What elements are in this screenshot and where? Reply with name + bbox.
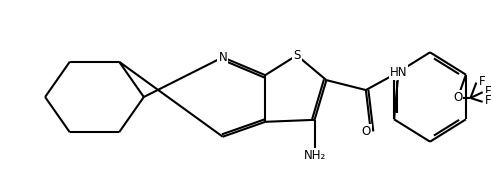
Text: F: F <box>485 94 492 107</box>
Text: F: F <box>485 85 492 98</box>
Text: S: S <box>293 49 301 62</box>
Text: F: F <box>479 75 486 88</box>
Text: N: N <box>218 51 227 64</box>
Text: O: O <box>453 92 462 105</box>
Text: HN: HN <box>390 66 407 79</box>
Text: O: O <box>361 125 370 138</box>
Text: NH₂: NH₂ <box>304 149 326 162</box>
